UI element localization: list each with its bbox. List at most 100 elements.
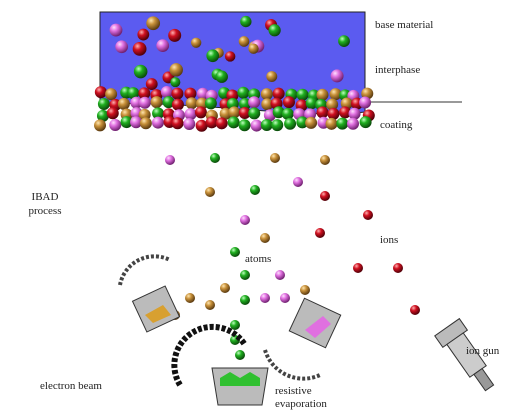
particle: [224, 51, 236, 62]
particle: [347, 117, 360, 130]
particle: [260, 88, 273, 101]
particle: [96, 109, 109, 122]
evaporation-label: evaporation: [275, 398, 327, 410]
process-label: IBAD: [32, 191, 59, 203]
particle: [146, 16, 161, 31]
particle: [316, 106, 329, 119]
particle: [305, 116, 318, 129]
particle: [325, 117, 338, 130]
electron-beam-label: electron beam: [40, 380, 102, 392]
particle: [272, 87, 285, 100]
particle: [196, 87, 209, 100]
particle: [156, 39, 170, 52]
particle: [260, 233, 270, 243]
particle: [410, 305, 420, 315]
particle: [330, 69, 344, 83]
particle: [238, 119, 251, 132]
particle: [162, 96, 175, 109]
electron-beam-source: [118, 254, 181, 333]
particle: [105, 88, 118, 101]
particle: [240, 295, 250, 305]
particle: [329, 88, 342, 101]
particle: [97, 98, 110, 111]
particle: [205, 116, 218, 129]
particle: [282, 96, 295, 109]
particle: [270, 153, 280, 163]
center-crucible: [171, 323, 269, 406]
particle: [169, 63, 183, 77]
particle: [240, 15, 252, 28]
particle: [238, 106, 251, 119]
particle: [315, 228, 325, 238]
particle: [170, 77, 181, 88]
particle: [320, 191, 330, 201]
particle: [275, 270, 285, 280]
particle: [117, 97, 130, 110]
base-material-label: base material: [375, 19, 433, 31]
particle: [168, 28, 182, 42]
particle: [230, 320, 240, 330]
particle: [281, 107, 294, 120]
particle: [215, 117, 228, 130]
particle: [138, 87, 151, 100]
particle: [191, 37, 202, 48]
particle: [150, 96, 163, 109]
particle: [305, 97, 318, 110]
particle: [185, 97, 198, 110]
particle: [300, 285, 310, 295]
particle: [266, 71, 278, 82]
particle: [237, 86, 250, 99]
particle: [393, 263, 403, 273]
particle: [160, 86, 173, 99]
particle: [138, 96, 151, 109]
particle: [133, 64, 148, 79]
ion-gun: [434, 317, 495, 392]
interphase-label: interphase: [375, 64, 420, 76]
particle: [248, 107, 261, 120]
particle: [326, 98, 339, 111]
ion-gun-label: ion gun: [466, 345, 500, 357]
particle: [120, 116, 133, 129]
particle: [139, 117, 152, 130]
particle: [206, 49, 220, 63]
particle: [359, 96, 372, 109]
particle: [210, 153, 220, 163]
particle: [130, 96, 143, 109]
particle: [195, 119, 208, 132]
particle: [316, 88, 329, 101]
particle: [268, 24, 281, 37]
particle: [184, 87, 197, 100]
particles: [94, 15, 420, 360]
particle: [109, 119, 122, 132]
particle: [296, 88, 309, 101]
particle: [272, 106, 285, 119]
particle: [165, 155, 175, 165]
particle: [248, 96, 261, 109]
particle: [137, 28, 150, 41]
particle: [215, 70, 228, 83]
particle: [240, 215, 250, 225]
particle: [171, 98, 184, 111]
particle: [205, 187, 215, 197]
particle: [205, 300, 215, 310]
coating-label: coating: [380, 119, 413, 131]
ions-label: ions: [380, 234, 398, 246]
particle: [348, 107, 361, 120]
particle: [127, 87, 140, 100]
resistive-source: [263, 297, 342, 381]
particle: [250, 119, 263, 132]
particle: [339, 106, 352, 119]
particle: [338, 35, 350, 47]
particle: [260, 293, 270, 303]
particle: [185, 293, 195, 303]
particle: [94, 119, 107, 132]
particle: [132, 41, 147, 56]
particle: [248, 43, 259, 54]
particle: [152, 107, 165, 120]
particle: [171, 87, 184, 100]
process-label: process: [29, 205, 62, 217]
particle: [240, 270, 250, 280]
particle: [284, 117, 297, 130]
particle: [230, 247, 240, 257]
